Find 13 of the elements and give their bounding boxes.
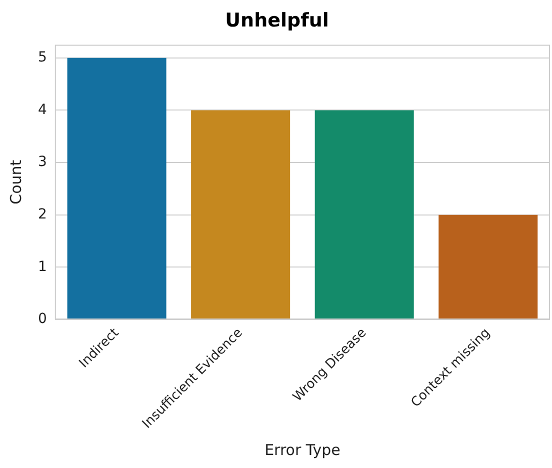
y-tick-label: 0 [38,311,47,328]
bar [191,110,290,319]
bar [67,58,166,319]
y-tick-label: 1 [38,258,47,275]
bar [314,110,414,319]
chart-title: Unhelpful [225,9,329,32]
y-tick-label: 4 [38,102,47,118]
y-tick-label: 3 [38,154,47,170]
x-axis-title: Error Type [264,440,340,459]
y-tick-label: 2 [38,206,47,222]
y-axis-title: Count [6,160,25,204]
y-tick-label: 5 [38,50,47,66]
bar [438,214,538,319]
